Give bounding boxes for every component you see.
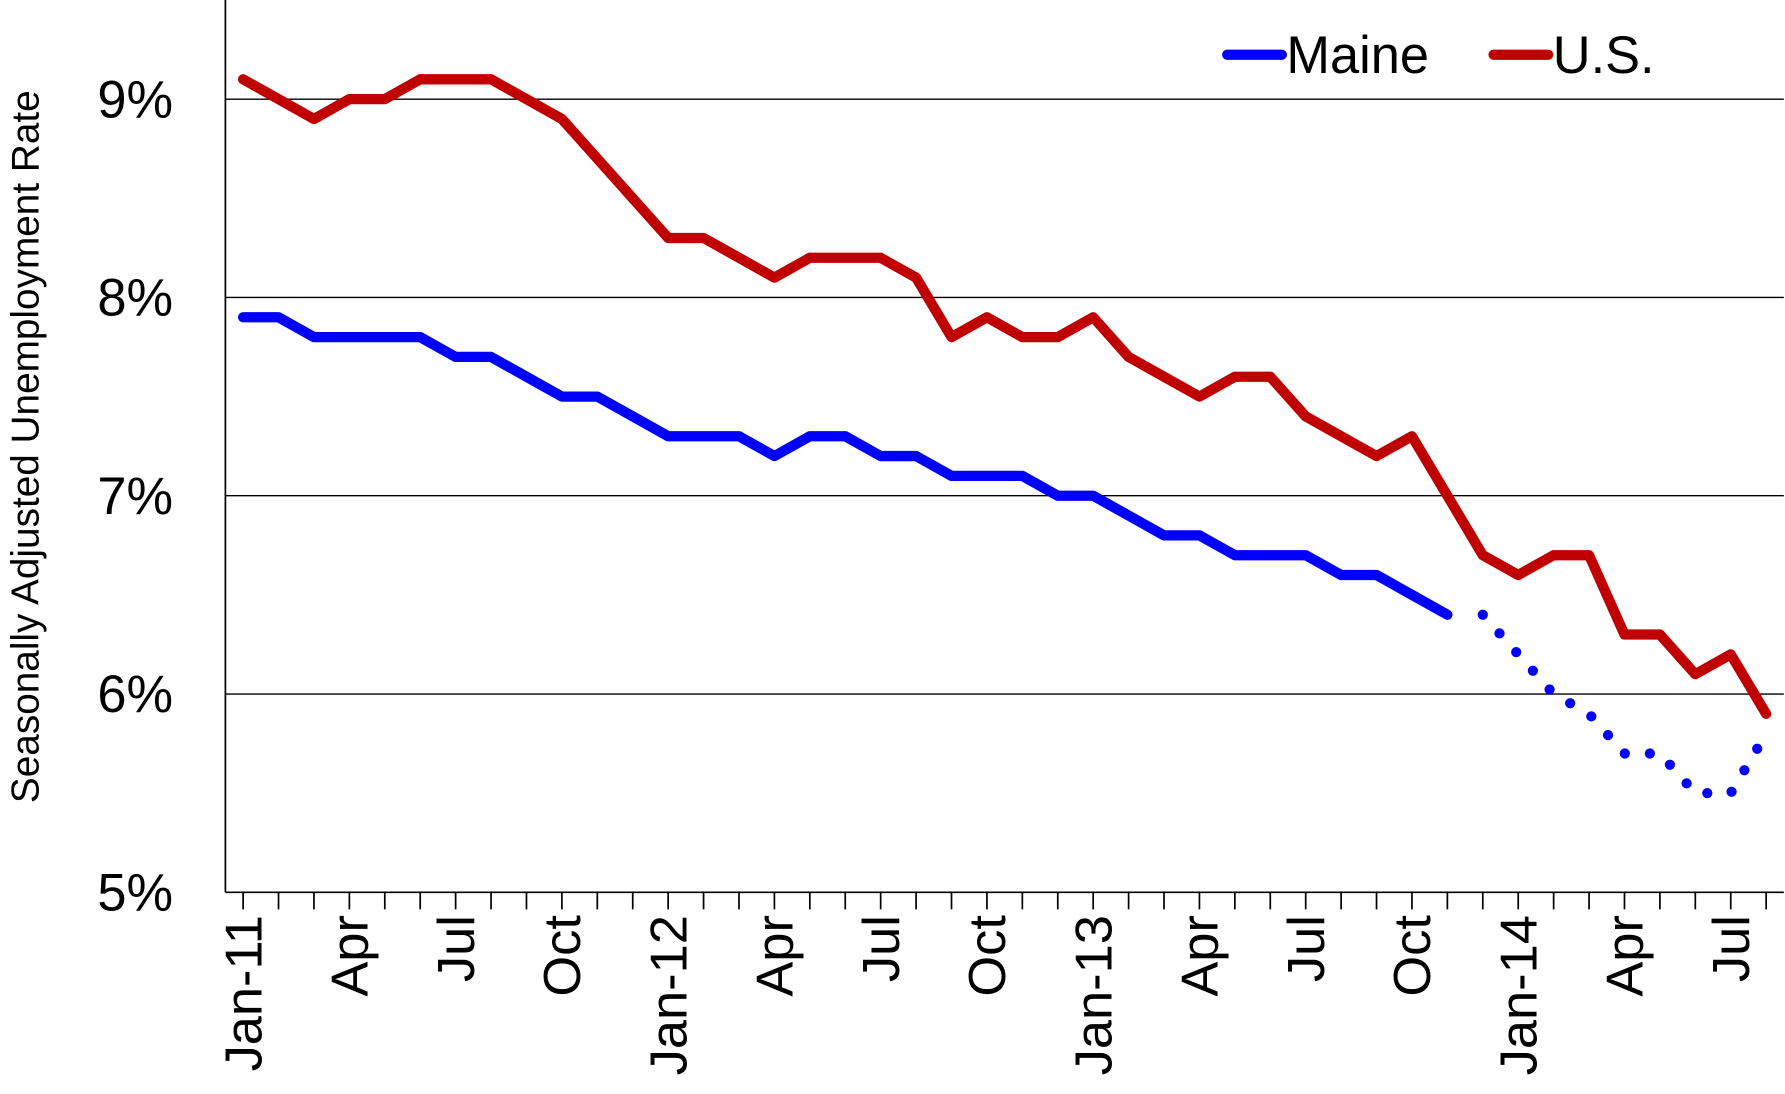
y-tick-label: 5% bbox=[97, 865, 173, 923]
x-tick-label: Jul bbox=[1703, 915, 1761, 982]
x-tick-label: Oct bbox=[1384, 915, 1442, 997]
x-tick-label: Jul bbox=[853, 915, 911, 982]
x-tick-label: Jul bbox=[1278, 915, 1336, 982]
legend-label: Maine bbox=[1286, 27, 1429, 85]
x-tick-label: Jan-12 bbox=[640, 915, 698, 1075]
y-tick-label: 6% bbox=[97, 666, 173, 724]
y-tick-label: 9% bbox=[97, 71, 173, 129]
x-tick-label: Jan-14 bbox=[1490, 915, 1548, 1075]
y-axis-title: Seasonally Adjusted Unemployment Rate bbox=[5, 90, 48, 803]
x-tick-label: Jul bbox=[428, 915, 486, 982]
legend-label: U.S. bbox=[1553, 27, 1655, 85]
y-tick-label: 7% bbox=[97, 468, 173, 526]
x-tick-label: Apr bbox=[1172, 915, 1230, 997]
x-tick-label: Apr bbox=[322, 915, 380, 997]
x-tick-label: Jan-13 bbox=[1065, 915, 1123, 1075]
data-line bbox=[237, 312, 1453, 620]
y-tick-label: 8% bbox=[97, 270, 173, 328]
x-tick-label: Apr bbox=[747, 915, 805, 997]
x-tick-label: Oct bbox=[534, 915, 592, 997]
x-tick-label: Oct bbox=[959, 915, 1017, 997]
data-line bbox=[1477, 609, 1772, 799]
x-tick-label: Jan-11 bbox=[215, 915, 273, 1071]
data-line bbox=[237, 74, 1772, 719]
x-tick-label: Apr bbox=[1597, 915, 1655, 997]
